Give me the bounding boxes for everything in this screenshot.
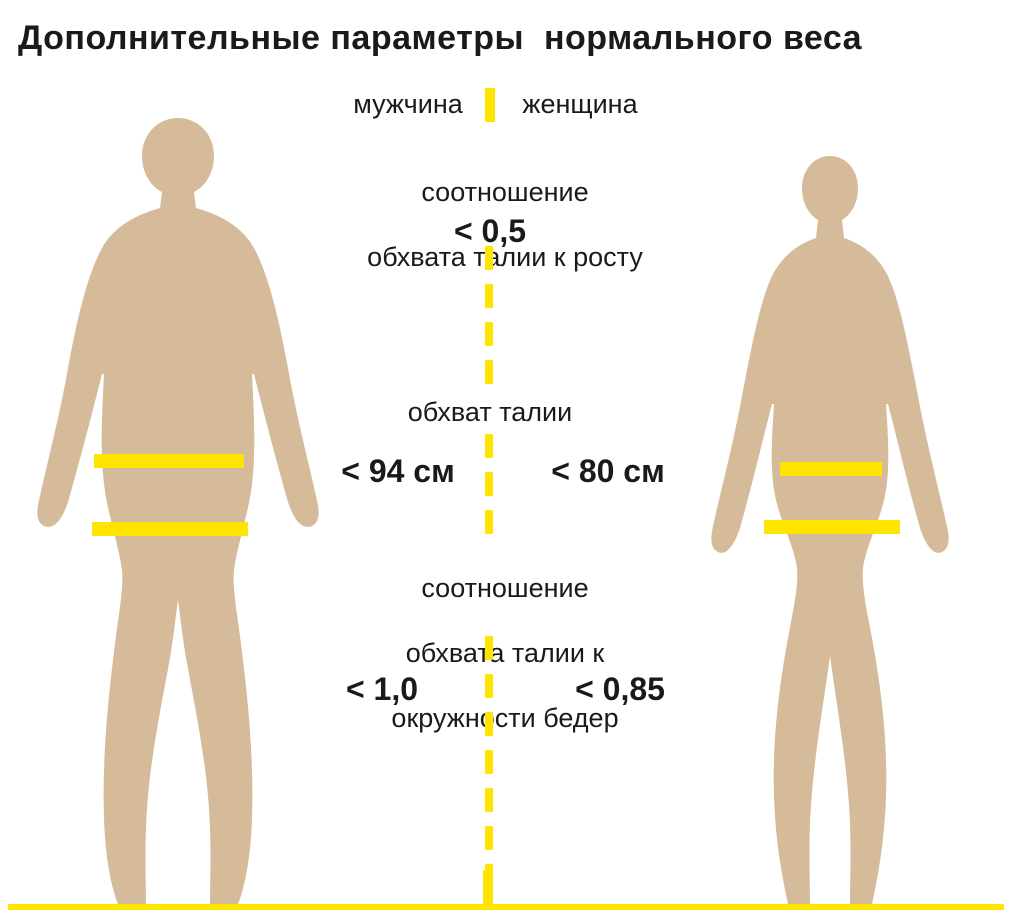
male-hip-band (92, 522, 248, 536)
label-ratio-whip-line1: соотношение (421, 573, 588, 603)
male-waist-band (94, 454, 244, 468)
value-waist-female: < 80 см (551, 452, 665, 490)
divider-top-solid (485, 88, 495, 122)
value-ratio-waist-height: < 0,5 (454, 212, 526, 250)
infographic-stage: Дополнительные параметры нормального вес… (0, 0, 1012, 921)
page-title: Дополнительные параметры нормального вес… (18, 18, 862, 59)
value-ratio-whip-female: < 0,85 (575, 670, 665, 708)
label-ratio-wh-line1: соотношение (421, 177, 588, 207)
label-waist: обхват талии (408, 396, 572, 428)
female-waist-band (780, 462, 882, 476)
male-silhouette-icon (18, 118, 338, 908)
label-ratio-whip-line2: обхвата талии к (406, 638, 604, 668)
value-ratio-whip-male: < 1,0 (346, 670, 418, 708)
divider-bottom-solid (483, 870, 493, 908)
value-waist-male: < 94 см (341, 452, 455, 490)
female-hip-band (764, 520, 900, 534)
header-male: мужчина (353, 88, 463, 120)
header-female: женщина (522, 88, 637, 120)
